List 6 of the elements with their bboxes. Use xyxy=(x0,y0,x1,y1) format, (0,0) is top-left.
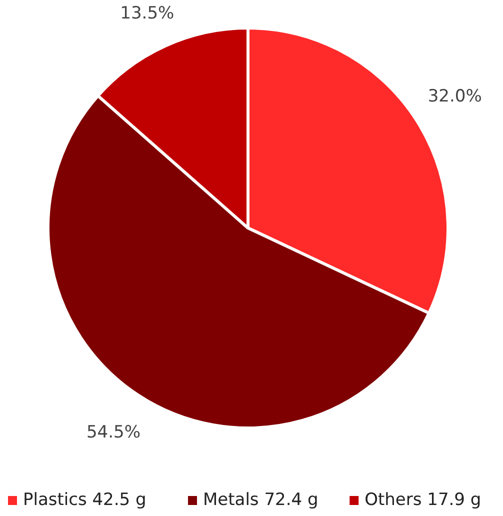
legend-label: Plastics 42.5 g xyxy=(23,490,146,510)
legend-label: Others 17.9 g xyxy=(364,490,482,510)
data-label: 13.5% xyxy=(120,4,174,24)
data-label: 54.5% xyxy=(86,422,140,442)
legend-label: Metals 72.4 g xyxy=(203,490,318,510)
data-label: 32.0% xyxy=(428,86,482,106)
